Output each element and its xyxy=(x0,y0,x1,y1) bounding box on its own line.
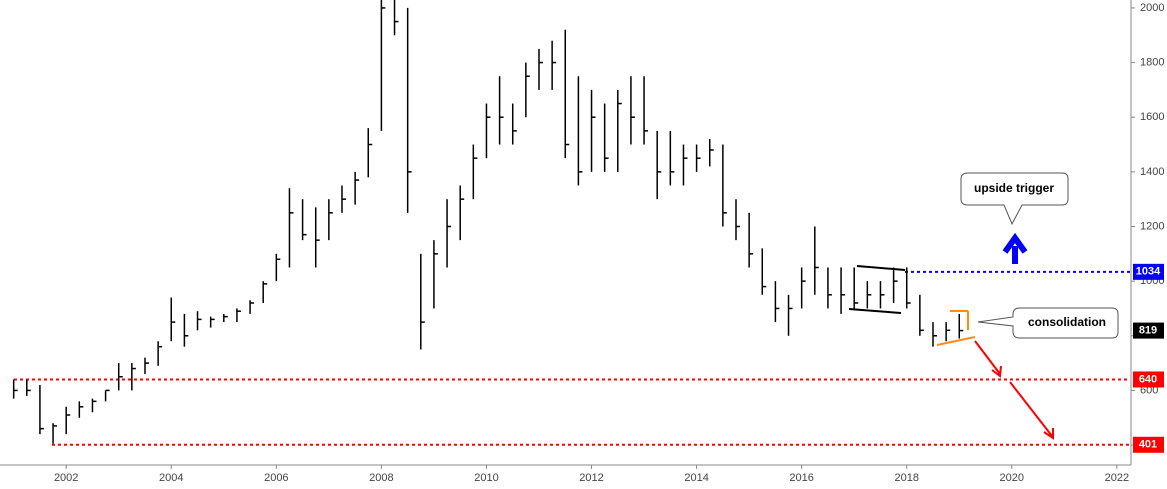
x-tick-label: 2018 xyxy=(894,472,918,484)
callout xyxy=(977,307,1119,339)
x-tick-label: 2004 xyxy=(159,472,183,484)
level-label: 640 xyxy=(1139,373,1157,385)
channel-line xyxy=(848,308,902,314)
channel-line xyxy=(856,265,906,271)
annotation: consolidation xyxy=(1028,315,1106,329)
x-tick-label: 2006 xyxy=(264,472,288,484)
x-tick-label: 2022 xyxy=(1105,472,1129,484)
y-tick-label: 1600 xyxy=(1140,111,1164,123)
level-label: 1034 xyxy=(1136,266,1161,278)
x-tick-label: 2014 xyxy=(684,472,708,484)
level-tag xyxy=(1133,263,1164,280)
x-tick-label: 2008 xyxy=(369,472,393,484)
y-tick-label: 1200 xyxy=(1140,220,1164,232)
callout xyxy=(960,172,1069,226)
down-arrow xyxy=(974,340,1002,378)
level-tag xyxy=(1133,436,1164,453)
last-price-tag xyxy=(1133,322,1164,339)
last-price-label: 819 xyxy=(1139,324,1157,336)
y-tick-label: 1400 xyxy=(1140,166,1164,178)
annotation: upside trigger xyxy=(974,181,1054,195)
drawings xyxy=(848,172,1119,440)
down-arrow xyxy=(1009,381,1054,440)
x-tick-label: 2020 xyxy=(1000,472,1024,484)
up-arrow xyxy=(1002,232,1028,264)
x-tick-label: 2012 xyxy=(579,472,603,484)
y-tick-label: 1800 xyxy=(1140,56,1164,68)
level-label: 401 xyxy=(1139,439,1157,451)
x-tick-label: 2002 xyxy=(54,472,78,484)
plot xyxy=(12,0,1130,446)
x-tick-label: 2016 xyxy=(789,472,813,484)
level-tag xyxy=(1133,371,1164,388)
triangle-line xyxy=(936,336,976,346)
x-tick-label: 2010 xyxy=(474,472,498,484)
y-tick-label: 2000 xyxy=(1140,2,1164,14)
